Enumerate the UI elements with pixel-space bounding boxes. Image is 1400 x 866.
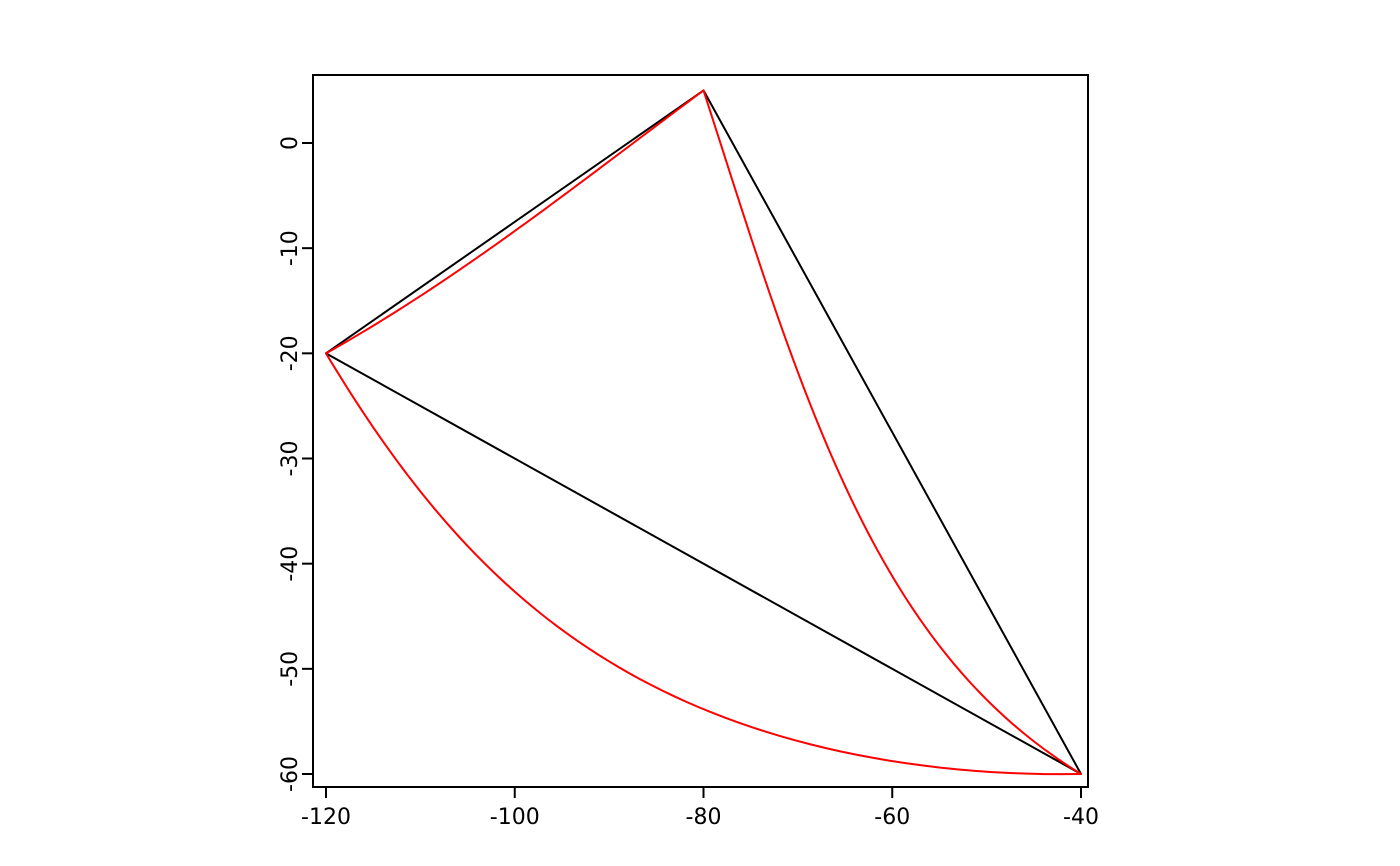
y-axis: 0 -10 -20 -30 -40 -50 -60 — [278, 136, 313, 792]
y-tick-label: -30 — [278, 441, 303, 477]
triangle-geodesic-path — [325, 352, 1082, 776]
triangle-geodesic-path — [325, 89, 705, 355]
plot-box — [312, 74, 1089, 788]
straight-edges-series — [325, 89, 1082, 775]
y-tick-label: -40 — [278, 546, 303, 582]
x-tick-label: -80 — [686, 805, 722, 830]
y-tick-label: 0 — [278, 136, 303, 150]
x-tick-label: -60 — [874, 805, 910, 830]
x-tick-label: -120 — [301, 805, 351, 830]
y-tick-label: -60 — [278, 756, 303, 792]
y-tick-label: -50 — [278, 651, 303, 687]
triangle-geodesic-path — [702, 89, 1082, 775]
geodesic-edges-series — [325, 89, 1082, 776]
x-tick-label: -40 — [1063, 805, 1099, 830]
x-tick-label: -100 — [490, 805, 540, 830]
x-axis: -120 -100 -80 -60 -40 — [301, 787, 1099, 830]
triangle-straight-path — [325, 89, 1082, 775]
y-tick-label: -10 — [278, 230, 303, 266]
plot-box-group — [312, 74, 1089, 788]
y-tick-label: -20 — [278, 335, 303, 371]
